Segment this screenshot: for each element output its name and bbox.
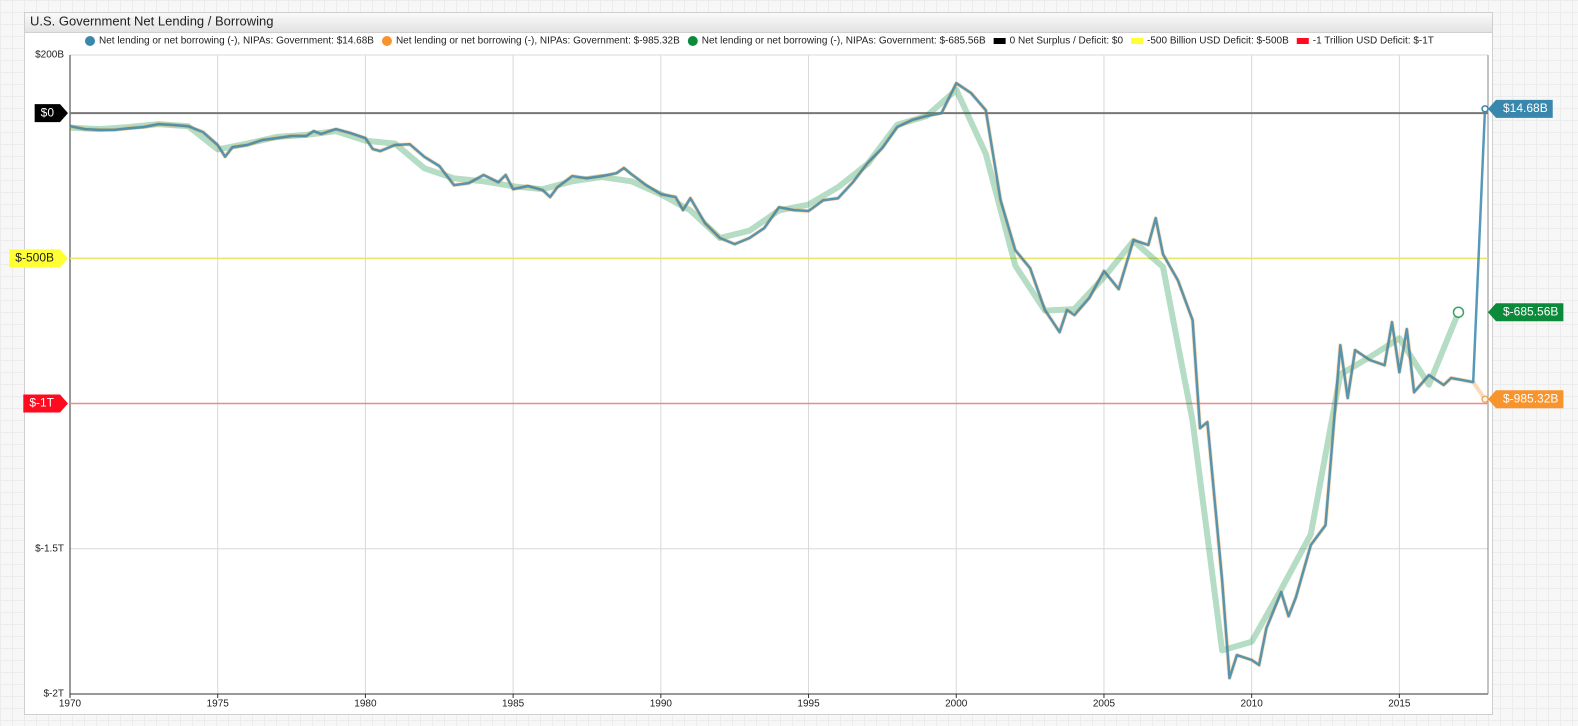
x-tick-label: 1975 (207, 699, 230, 710)
legend-item: -500 Billion USD Deficit: $-500B (1131, 36, 1289, 47)
legend-swatch (993, 38, 1006, 44)
x-tick-label: 2015 (1388, 699, 1411, 710)
threshold-badge-shape (9, 249, 68, 268)
chart-title: U.S. Government Net Lending / Borrowing (30, 13, 274, 28)
y-tick-label: $-1.5T (35, 543, 64, 554)
plot (69, 81, 1489, 680)
threshold-badge-label: $-1T (29, 396, 54, 410)
legend-item: Net lending or net borrowing (-), NIPAs:… (687, 36, 986, 47)
legend-item: 0 Net Surplus / Deficit: $0 (993, 36, 1124, 47)
end-badge-label: $-685.56B (1503, 304, 1558, 318)
x-tick-label: 1985 (502, 699, 525, 710)
legend-swatch (1296, 38, 1309, 44)
end-marker (1481, 105, 1489, 113)
end-badge: $-685.56B (1488, 303, 1564, 322)
legend-label: -1 Trillion USD Deficit: $-1T (1313, 36, 1434, 47)
series-line (69, 81, 1487, 680)
end-badge: $14.68B (1488, 99, 1553, 118)
legend-swatch (1131, 38, 1144, 44)
threshold-badge-shape (23, 394, 68, 413)
panel (24, 12, 1493, 715)
x-tick-label: 2000 (945, 699, 968, 710)
end-badge-label: $-985.32B (1503, 391, 1558, 405)
legend-label: -500 Billion USD Deficit: $-500B (1147, 36, 1289, 47)
x-tick-label: 1980 (354, 699, 377, 710)
x-tick-label: 1995 (797, 699, 820, 710)
y-tick-label: $200B (35, 50, 64, 61)
legend-swatch (687, 36, 698, 46)
legend-label: Net lending or net borrowing (-), NIPAs:… (99, 36, 374, 47)
threshold-badge-label: $-500B (15, 250, 54, 264)
legend-item: -1 Trillion USD Deficit: $-1T (1296, 36, 1434, 47)
end-marker (1452, 306, 1465, 318)
end-badge-shape (1488, 303, 1564, 322)
threshold-badge-label: $0 (41, 105, 55, 119)
x-tick-label: 2005 (1093, 699, 1116, 710)
end-badge-label: $14.68B (1503, 101, 1548, 115)
x-tick-label: 1970 (59, 699, 82, 710)
y-tick-label: $-2T (43, 689, 64, 700)
legend: Net lending or net borrowing (-), NIPAs:… (85, 36, 1434, 47)
legend-label: Net lending or net borrowing (-), NIPAs:… (396, 36, 680, 47)
threshold-badge-shape (34, 104, 68, 123)
legend-swatch (381, 36, 392, 46)
x-tick-label: 1990 (650, 699, 673, 710)
end-badge-shape (1488, 390, 1564, 409)
legend-item: Net lending or net borrowing (-), NIPAs:… (85, 36, 374, 47)
title-bar (25, 13, 1492, 32)
legend-swatch (85, 36, 95, 46)
x-tick-label: 2010 (1241, 699, 1264, 710)
threshold-badge: $-1T (23, 394, 68, 413)
end-badge: $-985.32B (1488, 390, 1564, 409)
legend-label: 0 Net Surplus / Deficit: $0 (1010, 36, 1124, 47)
end-badge-shape (1488, 99, 1553, 118)
end-marker (1481, 395, 1489, 404)
legend-label: Net lending or net borrowing (-), NIPAs:… (702, 36, 986, 47)
threshold-badge: $0 (34, 104, 68, 123)
threshold-badge: $-500B (9, 249, 68, 268)
legend-item: Net lending or net borrowing (-), NIPAs:… (381, 36, 680, 47)
